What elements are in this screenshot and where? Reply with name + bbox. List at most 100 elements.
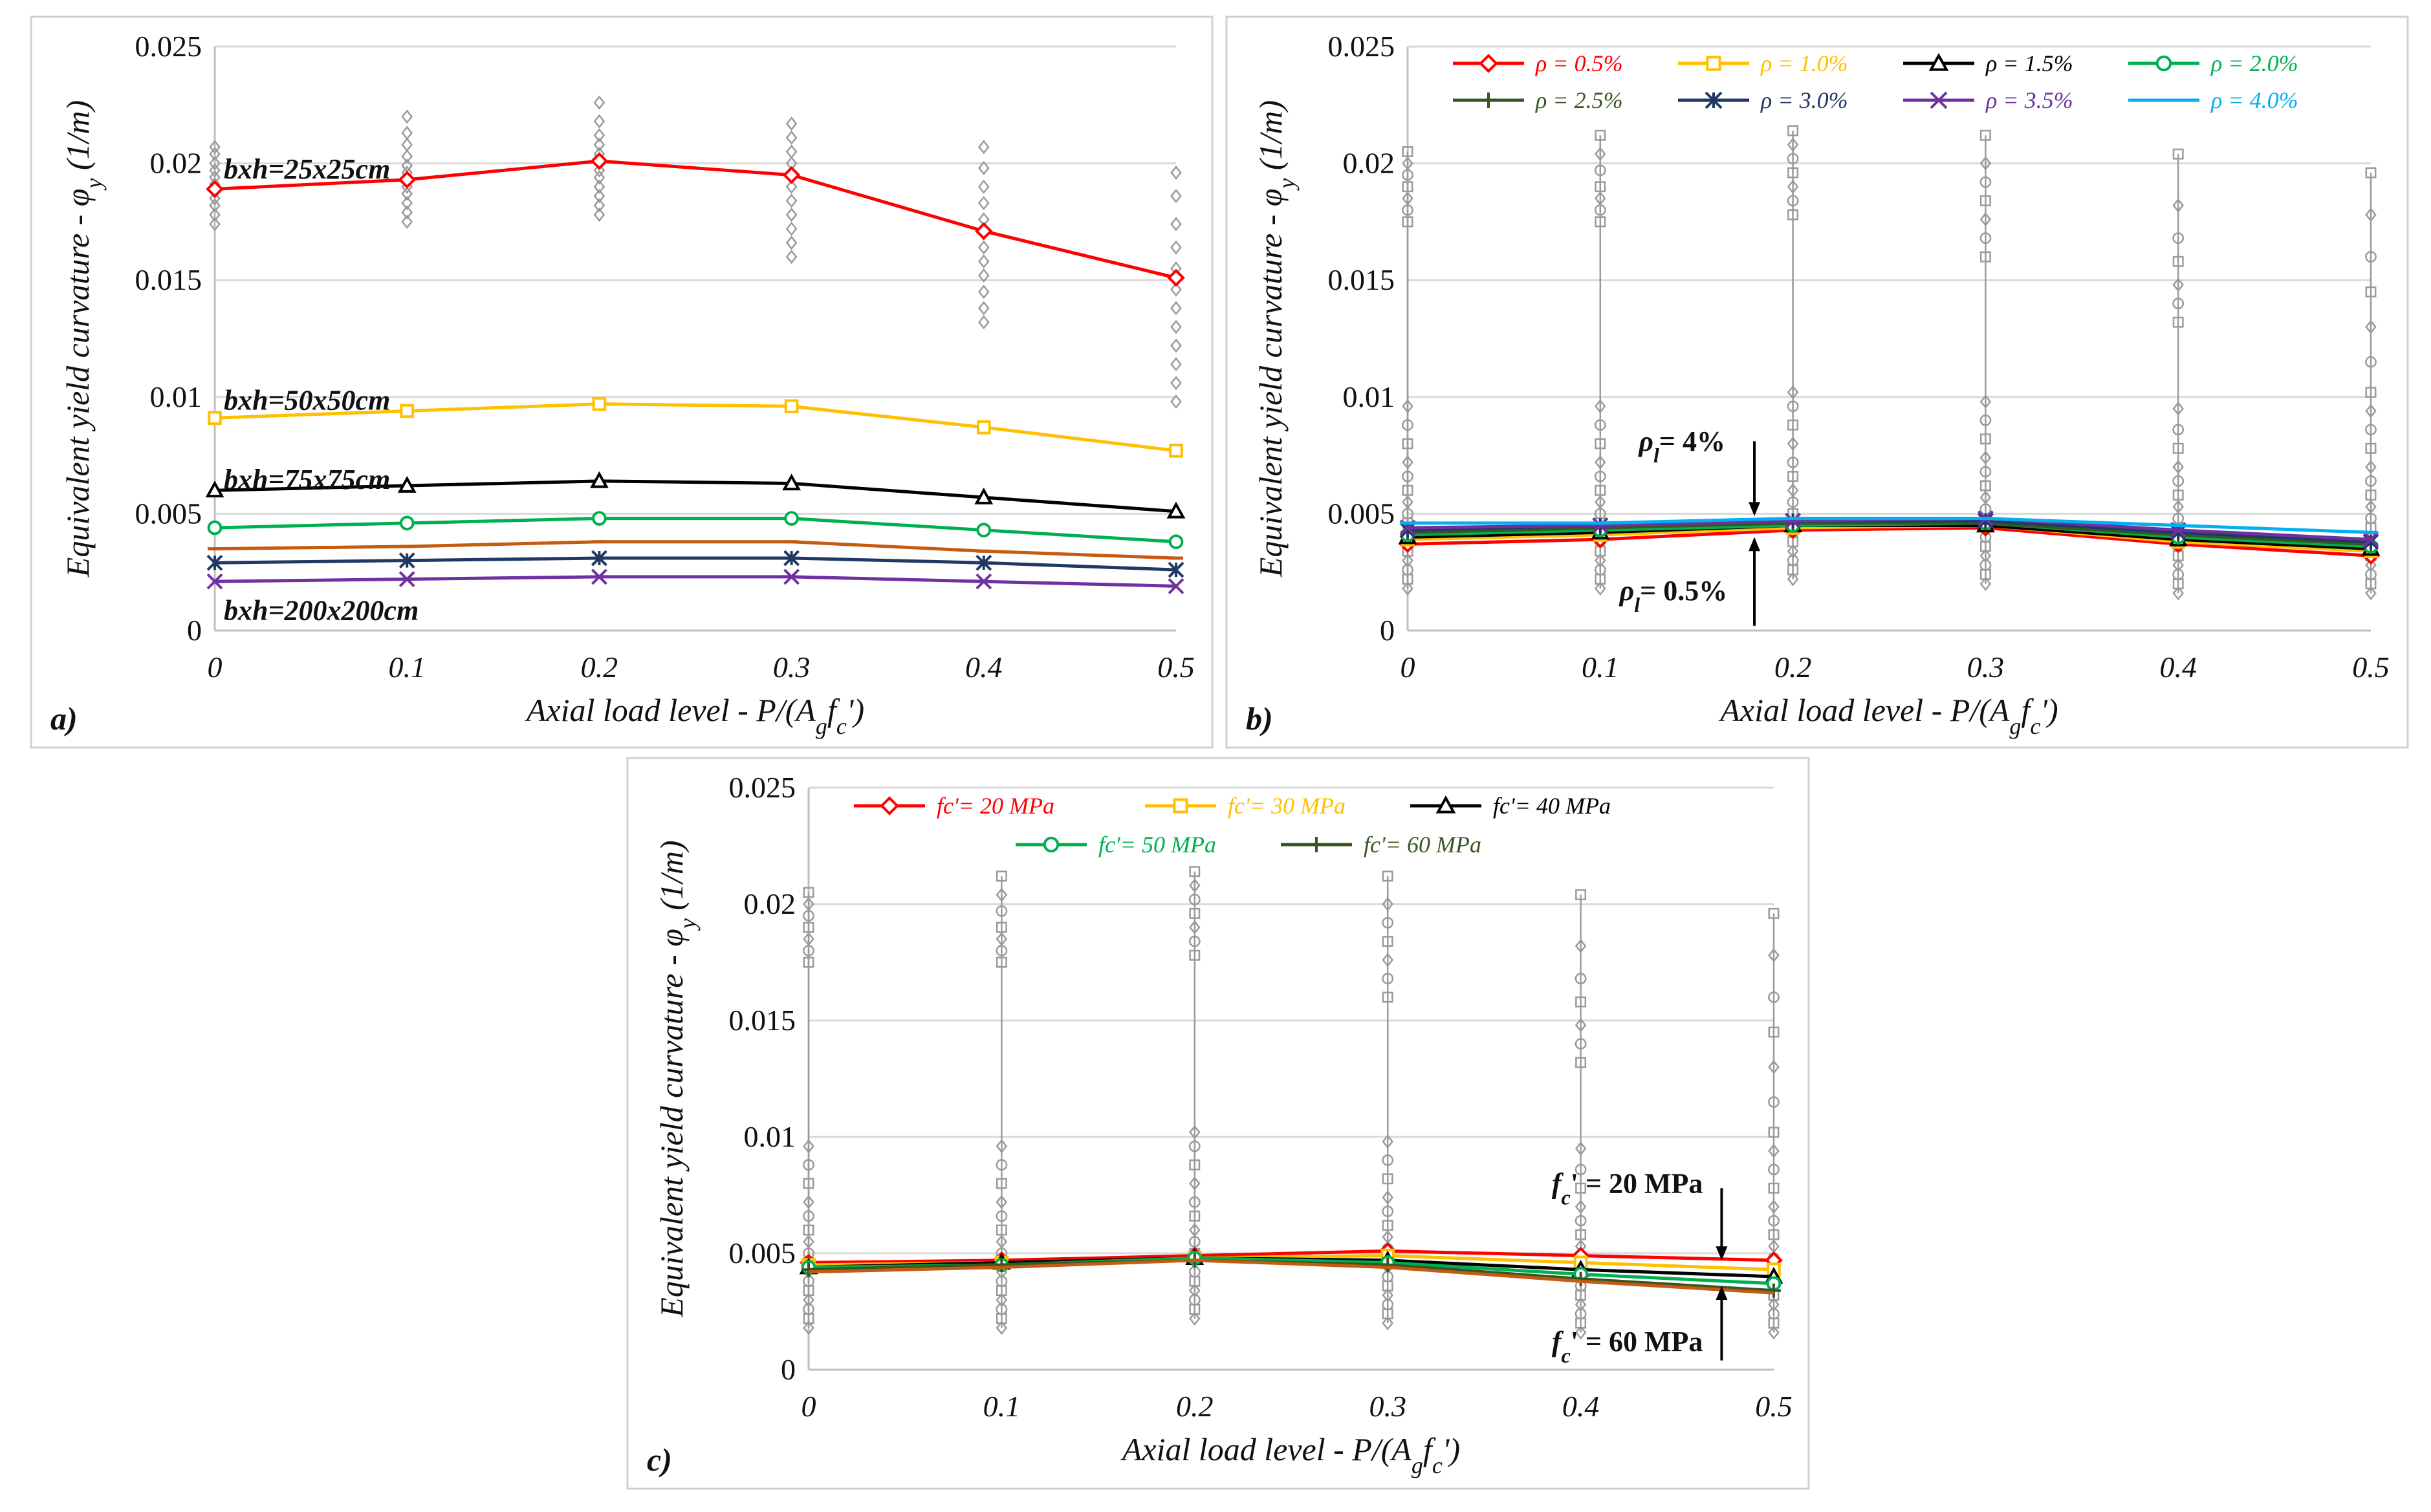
scatter-point <box>2172 297 2185 310</box>
scatter-point <box>996 1159 1008 1171</box>
series-line <box>214 479 1177 513</box>
scatter-point <box>1188 1196 1201 1208</box>
series-marker <box>1168 561 1184 578</box>
scatter-point <box>2365 424 2377 436</box>
panel-frame <box>30 16 1214 749</box>
scatter-point <box>1787 554 1799 567</box>
series-marker <box>1167 268 1185 287</box>
scatter-point <box>1768 1229 1780 1240</box>
scatter-point <box>1768 948 1780 963</box>
legend: ρ = 0.5% ρ = 1.0% ρ = 1.5% ρ = 2.0% ρ = 2.5%… <box>1453 50 2298 113</box>
scatter-point <box>1979 129 1991 141</box>
scatter-point <box>593 137 605 152</box>
legend-marker <box>1705 91 1723 109</box>
ann-base: f <box>1552 1167 1564 1199</box>
scatter-point <box>996 1139 1008 1154</box>
scatter-point <box>1382 936 1393 947</box>
scatter-point <box>1402 438 1413 449</box>
scatter-point <box>1768 1182 1780 1194</box>
series-marker <box>592 396 607 411</box>
scatter-point <box>1768 1026 1780 1038</box>
scatter-point <box>1594 164 1606 177</box>
scatter-point <box>1170 376 1182 391</box>
scatter-point <box>1170 301 1182 316</box>
scatter-point <box>1402 581 1413 596</box>
x-axis-title-sub: c <box>836 713 847 739</box>
scatter-point <box>803 922 814 933</box>
legend-label: fc'= 20 MPa <box>937 793 1054 819</box>
scatter-point <box>1402 564 1413 576</box>
scatter-point <box>1594 147 1606 162</box>
scatter-point <box>996 922 1007 933</box>
series-marker <box>206 573 223 590</box>
scatter-group <box>1402 125 2377 601</box>
scatter-point <box>1979 415 1992 426</box>
scatter-point <box>1594 419 1606 431</box>
series-line <box>1408 517 2371 534</box>
scatter-point <box>2172 586 2185 601</box>
legend-item: ρ = 2.5% <box>1453 87 1623 113</box>
scatter-point <box>1402 484 1413 496</box>
ann-base: ρ <box>1619 575 1635 607</box>
scatter-point <box>1188 1283 1201 1298</box>
scatter-point <box>2365 208 2377 222</box>
scatter-point <box>1402 399 1413 414</box>
scatter-point <box>1979 212 1992 227</box>
series-marker <box>1592 517 1609 534</box>
x-tick-label: 0.2 <box>581 651 618 684</box>
scatter-point <box>1188 1140 1201 1152</box>
scatter-point <box>977 268 990 283</box>
scatter-point <box>1979 576 1992 591</box>
legend-item: ρ = 1.5% <box>1903 50 2073 76</box>
scatter-point <box>996 1303 1008 1315</box>
scatter-point <box>1402 216 1413 228</box>
y-tick-label: 0.015 <box>1328 263 1395 296</box>
scatter-point <box>1787 419 1799 431</box>
series-marker <box>398 552 415 569</box>
legend-label: ρ = 2.0% <box>2210 50 2298 76</box>
chart-panel-b: 0 0.005 0.01 0.015 0.02 0.025 0 0.1 0.2 0.3 0.4 0.5… <box>1225 16 2409 749</box>
x-tick-label: 0 <box>801 1390 816 1423</box>
legend-marker <box>1173 798 1188 814</box>
legend-label: ρ = 0.5% <box>1535 50 1623 76</box>
scatter-point <box>1575 1057 1587 1068</box>
legend-item: fc'= 40 MPa <box>1410 793 1611 819</box>
scatter-point <box>2365 387 2377 398</box>
series-marker <box>400 404 415 418</box>
legend-marker <box>2155 55 2172 72</box>
series-marker <box>782 473 801 491</box>
scatter-point <box>785 250 798 265</box>
scatter-point <box>1787 167 1799 178</box>
scatter-point <box>803 956 814 968</box>
scatter-point <box>996 1234 1008 1249</box>
scatter-point <box>1188 893 1201 905</box>
scatter-point <box>209 140 221 155</box>
scatter-point <box>1575 996 1587 1008</box>
scatter-point <box>1979 251 1991 263</box>
legend-label: ρ = 2.5% <box>1535 87 1623 113</box>
scatter-point <box>593 198 605 213</box>
scatter-point <box>1188 920 1201 935</box>
x-tick-label: 0.1 <box>388 651 426 684</box>
ann-base: ρ <box>1637 426 1653 457</box>
arrow-head <box>1716 1286 1728 1300</box>
x-axis-title-sub: g <box>816 713 827 739</box>
scatter-point <box>1188 1294 1201 1306</box>
series-line <box>214 540 1177 560</box>
x-tick-label: 0.3 <box>1369 1390 1406 1423</box>
scatter-point <box>1768 1325 1780 1340</box>
scatter-point <box>977 301 990 316</box>
scatter-point <box>1170 189 1182 204</box>
series-marker <box>207 520 223 535</box>
legend-marker <box>1706 56 1721 71</box>
scatter-point <box>1382 973 1394 985</box>
scatter-point <box>1595 129 1606 141</box>
legend-label: ρ = 1.5% <box>1985 50 2073 76</box>
scatter-point <box>209 163 221 178</box>
scatter-point <box>977 285 990 299</box>
scatter-point <box>1594 553 1606 568</box>
scatter-point <box>2365 586 2377 601</box>
scatter-point <box>803 1321 814 1335</box>
y-tick-label: 0.02 <box>744 887 796 920</box>
scatter-point <box>209 147 221 162</box>
